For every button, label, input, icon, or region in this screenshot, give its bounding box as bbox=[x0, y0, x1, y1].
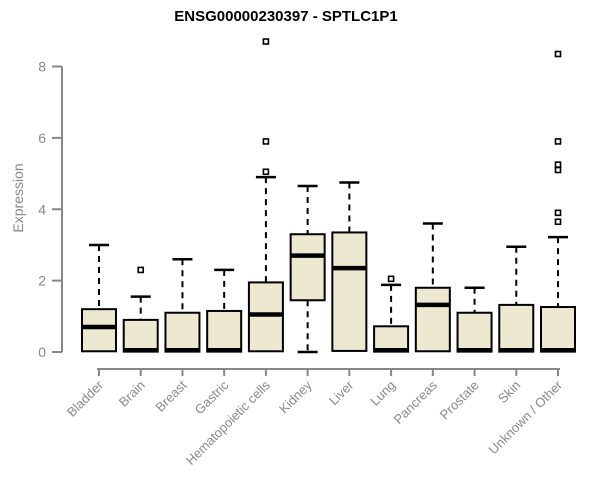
y-tick-label: 4 bbox=[38, 201, 46, 217]
box bbox=[289, 233, 326, 302]
box-group-brain bbox=[122, 266, 159, 353]
x-tick-label-prostate: Prostate bbox=[437, 378, 482, 423]
outlier-point bbox=[554, 50, 562, 58]
y-axis-title: Expression bbox=[10, 163, 26, 233]
box-group-breast bbox=[164, 257, 201, 353]
outlier-point bbox=[554, 209, 562, 217]
box bbox=[122, 318, 159, 353]
outlier-point bbox=[262, 168, 270, 176]
box-group-gastric bbox=[206, 268, 243, 353]
outlier-point bbox=[137, 266, 145, 274]
x-tick-label-gastric: Gastric bbox=[192, 377, 232, 417]
outlier-point bbox=[554, 161, 562, 168]
box bbox=[331, 231, 368, 352]
box bbox=[540, 306, 576, 353]
box-group-lung bbox=[373, 275, 410, 353]
x-tick-label-kidney: Kidney bbox=[276, 377, 315, 416]
y-axis: 0 2 4 6 8 bbox=[38, 59, 63, 360]
box bbox=[247, 281, 284, 353]
box bbox=[81, 308, 117, 353]
x-tick-label-lung: Lung bbox=[367, 378, 398, 409]
x-tick-label-pancreas: Pancreas bbox=[390, 377, 440, 427]
outlier-point bbox=[554, 138, 562, 145]
outlier-point bbox=[262, 38, 270, 45]
y-tick-label: 6 bbox=[38, 130, 46, 146]
x-tick-label-skin: Skin bbox=[495, 378, 523, 406]
box bbox=[206, 309, 243, 353]
y-tick-label: 8 bbox=[38, 59, 46, 75]
outlier-point bbox=[554, 218, 562, 226]
box-group-kidney bbox=[289, 184, 326, 354]
outlier-point bbox=[387, 275, 395, 283]
outlier-point bbox=[554, 166, 562, 174]
y-tick-label: 2 bbox=[38, 273, 46, 289]
box-group-prostate bbox=[456, 286, 493, 353]
x-tick-label-brain: Brain bbox=[116, 378, 148, 410]
x-tick-label-bladder: Bladder bbox=[64, 377, 107, 420]
x-tick-label-breast: Breast bbox=[152, 377, 189, 414]
box-group-bladder bbox=[81, 243, 117, 353]
y-tick-label: 0 bbox=[38, 344, 46, 360]
box bbox=[164, 311, 201, 353]
box bbox=[373, 325, 410, 353]
box bbox=[498, 303, 535, 353]
box bbox=[456, 311, 493, 353]
box-group-unknown-other bbox=[540, 50, 576, 353]
box-group-liver bbox=[331, 181, 368, 352]
box bbox=[414, 286, 451, 353]
x-tick-label-liver: Liver bbox=[326, 377, 357, 408]
box-group-skin bbox=[498, 245, 535, 353]
chart-title: ENSG00000230397 - SPTLC1P1 bbox=[174, 8, 398, 25]
box-group-pancreas bbox=[414, 222, 451, 353]
outlier-point bbox=[262, 138, 270, 145]
x-tick-label-unknown-other: Unknown / Other bbox=[486, 377, 566, 457]
box-group-hematopoietic-cells bbox=[247, 38, 284, 353]
